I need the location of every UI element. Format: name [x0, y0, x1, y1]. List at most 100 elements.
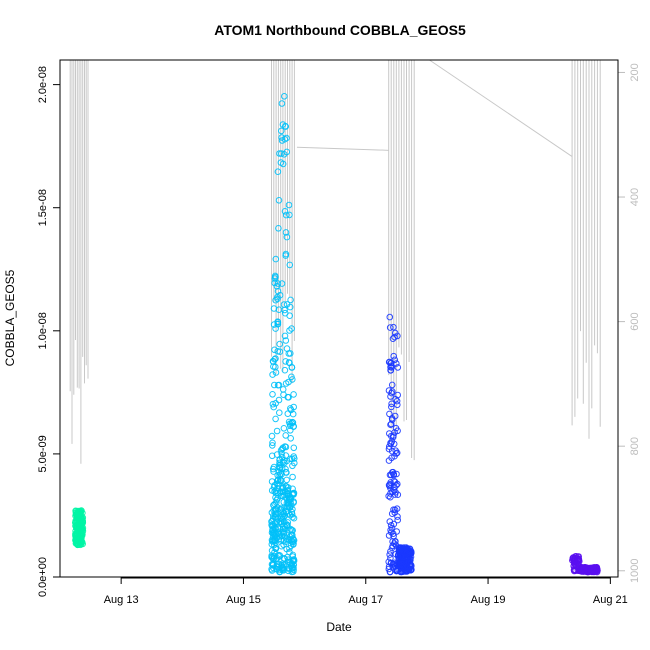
data-point	[72, 537, 79, 544]
data-point	[287, 542, 295, 550]
data-point	[387, 526, 394, 534]
data-point	[276, 464, 284, 472]
data-point	[388, 381, 396, 389]
data-point	[393, 505, 401, 513]
data-point	[396, 545, 403, 553]
data-point	[284, 487, 292, 495]
data-point	[282, 432, 290, 439]
data-point	[271, 356, 278, 363]
data-point	[290, 514, 298, 522]
data-point	[268, 541, 276, 548]
data-point	[401, 564, 409, 572]
y-tick-label: 1.5e-08	[37, 189, 49, 226]
data-point	[275, 519, 283, 527]
data-point	[387, 490, 394, 497]
data-point	[282, 122, 289, 130]
data-point	[283, 469, 290, 476]
data-point	[283, 134, 290, 142]
data-point	[285, 418, 293, 426]
data-point	[285, 378, 292, 386]
x-tick-label: Aug 21	[593, 594, 628, 606]
data-point	[285, 558, 293, 566]
data-point	[385, 387, 393, 394]
data-point	[273, 477, 281, 485]
data-point	[286, 211, 293, 219]
data-point	[575, 559, 582, 567]
data-point	[270, 321, 278, 328]
data-point	[276, 150, 283, 157]
data-point	[388, 447, 396, 455]
data-point	[272, 255, 280, 263]
data-point	[393, 528, 401, 535]
data-point	[271, 279, 279, 287]
x-axis-label: Date	[326, 620, 352, 634]
axes: Aug 13 Aug 15 Aug 17 Aug 19 Aug 21 0.0e+00 5.0…	[37, 63, 641, 606]
data-point	[387, 367, 395, 374]
data-point	[286, 503, 294, 511]
data-point	[387, 359, 395, 367]
data-point	[385, 481, 393, 489]
data-point	[272, 555, 280, 563]
data-point	[268, 487, 276, 494]
data-point	[274, 295, 281, 303]
data-point	[277, 447, 285, 454]
data-point	[278, 280, 286, 287]
data-point	[387, 554, 394, 562]
altitude-segment	[571, 59, 601, 439]
data-point	[281, 135, 289, 143]
altitude-segment	[69, 59, 89, 464]
data-point	[389, 335, 397, 343]
data-point	[272, 363, 279, 371]
data-point	[387, 421, 394, 429]
data-point	[73, 525, 81, 532]
data-point	[277, 159, 285, 166]
data-point	[288, 536, 295, 543]
data-point	[394, 513, 401, 520]
data-point	[283, 535, 290, 543]
x-tick-label: Aug 15	[226, 594, 261, 606]
data-point	[278, 562, 286, 570]
data-point	[276, 340, 284, 348]
data-point	[282, 358, 289, 365]
data-point	[390, 323, 397, 331]
data-point	[290, 444, 298, 452]
data-point	[269, 530, 277, 538]
data-point	[278, 464, 286, 472]
data-point	[281, 93, 288, 100]
data-point	[391, 561, 398, 568]
data-point	[274, 484, 281, 492]
data-point	[269, 442, 276, 449]
data-point	[272, 400, 280, 407]
y-axis-label: COBBLA_GEOS5	[3, 269, 17, 366]
data-point	[75, 527, 82, 534]
data-point	[282, 252, 290, 259]
data-point	[388, 438, 396, 445]
data-point	[386, 568, 394, 576]
data-point	[286, 526, 293, 534]
data-point	[78, 519, 85, 526]
data-point	[284, 553, 291, 561]
data-point	[285, 359, 293, 366]
data-point	[397, 557, 405, 565]
chart-title: ATOM1 Northbound COBBLA_GEOS5	[214, 22, 466, 38]
right-tick-label: 1000	[629, 559, 641, 583]
data-point	[386, 410, 393, 418]
data-point	[387, 493, 394, 501]
data-point	[269, 371, 276, 378]
data-point	[286, 494, 293, 502]
data-point	[278, 150, 285, 157]
data-point	[278, 127, 285, 135]
data-point	[286, 261, 294, 269]
data-point	[288, 511, 296, 518]
data-point	[386, 313, 394, 321]
data-point	[280, 301, 288, 308]
data-point	[389, 488, 396, 495]
data-point	[275, 197, 283, 204]
data-point	[280, 151, 288, 158]
data-point	[287, 435, 295, 442]
y-tick-label: 5.0e-09	[37, 435, 49, 472]
data-point	[282, 337, 290, 344]
data-point	[394, 364, 402, 371]
data-point	[403, 550, 411, 557]
data-point	[270, 564, 277, 572]
